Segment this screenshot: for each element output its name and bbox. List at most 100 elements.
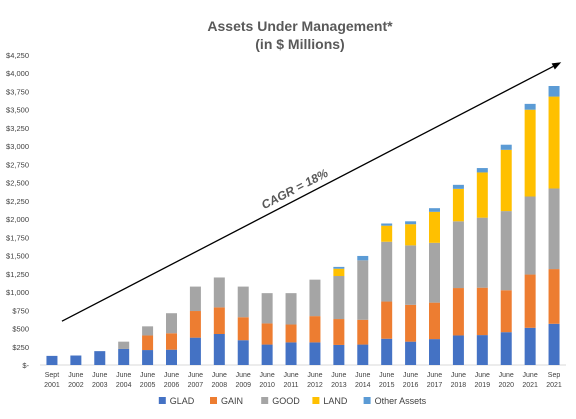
x-tick-label-month: June [140, 372, 155, 379]
bar-segment-land [524, 109, 536, 197]
bar-segment-good [476, 217, 488, 288]
bar-segment-land [452, 188, 464, 222]
bars [46, 86, 560, 365]
bar-segment-good [405, 245, 417, 305]
x-tick-label-month: June [499, 372, 514, 379]
y-tick-label: $3,500 [6, 106, 29, 115]
x-tick-label-year: 2019 [475, 382, 491, 389]
chart-subtitle: (in $ Millions) [255, 36, 344, 52]
bar-segment-good [452, 221, 464, 289]
y-tick-label: $3,750 [6, 87, 29, 96]
x-tick-label-month: June [92, 372, 107, 379]
bar-segment-glad [285, 342, 297, 365]
y-tick-label: $2,000 [6, 215, 29, 224]
legend-swatch-glad [158, 397, 166, 404]
x-tick-label-month: June [236, 372, 251, 379]
y-tick-label: $2,750 [6, 160, 29, 169]
bar-segment-gain [166, 333, 177, 350]
x-tick-label-month: June [379, 372, 394, 379]
x-tick-label-month: June [188, 372, 203, 379]
x-tick-label-month: June [355, 372, 370, 379]
x-tick-label-year: 2010 [259, 382, 275, 389]
bar-segment-gain [309, 316, 321, 343]
bar-segment-glad [118, 348, 130, 365]
bar-segment-glad [261, 344, 273, 365]
bar-segment-good [500, 211, 512, 291]
bar-segment-good [429, 242, 440, 303]
bar-segment-glad [405, 341, 417, 365]
bar-segment-glad [189, 337, 201, 365]
x-tick-label-year: 2014 [355, 382, 371, 389]
bar-segment-gain [452, 288, 464, 336]
bar-segment-glad [548, 323, 560, 365]
x-tick-label-month: June [307, 372, 322, 379]
x-tick-label-year: 2007 [188, 382, 204, 389]
bar-segment-gain [189, 311, 201, 338]
bar-segment-good [333, 276, 345, 320]
bar-segment-glad [309, 342, 321, 365]
legend-swatch-good [261, 397, 269, 404]
bar-segment-glad [452, 335, 464, 365]
x-tick-label-month: June [403, 372, 418, 379]
x-tick-label-month: June [451, 372, 466, 379]
bar-segment-gain [548, 269, 560, 324]
bar-segment-glad [357, 344, 369, 365]
x-tick-label-month: June [116, 372, 131, 379]
bar-segment-good [142, 326, 154, 336]
x-tick-label-year: 2012 [307, 382, 323, 389]
x-tick-label-year: 2021 [546, 382, 562, 389]
x-tick-label-year: 2021 [522, 382, 538, 389]
x-tick-label-year: 2008 [212, 382, 228, 389]
bar-segment-good [237, 286, 249, 318]
legend-swatch-other-assets [363, 397, 371, 404]
bar-segment-other-assets [524, 103, 536, 110]
bar-segment-gain [476, 287, 488, 336]
y-tick-label: $3,250 [6, 124, 29, 133]
bar-segment-other-assets [548, 86, 560, 97]
x-tick-label-year: 2002 [68, 382, 84, 389]
bar-segment-other-assets [500, 144, 512, 150]
y-tick-label: $750 [12, 306, 29, 315]
bar-segment-other-assets [405, 221, 417, 225]
bar-segment-glad [142, 350, 154, 365]
bar-segment-land [476, 172, 488, 218]
bar-segment-glad [213, 334, 225, 365]
bar-segment-other-assets [429, 208, 440, 212]
legend-label: Other Assets [375, 396, 427, 406]
bar-segment-good [381, 241, 393, 302]
bar-segment-good [548, 188, 560, 270]
bar-segment-land [333, 268, 345, 277]
y-axis: $- $250 $500 $750 $1,000 $1,250 $1,500 $1,750 $2… [6, 51, 29, 370]
bar-segment-good [166, 313, 177, 334]
x-tick-label-month: June [212, 372, 227, 379]
bar-segment-gain [237, 317, 249, 341]
bar-segment-gain [333, 319, 345, 345]
bar-segment-good [524, 196, 536, 275]
y-tick-label: $1,250 [6, 270, 29, 279]
bar-segment-land [548, 96, 560, 189]
chart-title: Assets Under Management* [207, 18, 393, 34]
bar-segment-glad [476, 335, 488, 365]
x-tick-label-month: Sep [548, 372, 561, 379]
x-tick-label-year: 2015 [379, 382, 395, 389]
bar-segment-glad [237, 340, 249, 365]
y-tick-label: $2,250 [6, 197, 29, 206]
x-tick-label-year: 2017 [427, 382, 443, 389]
bar-segment-glad [333, 344, 345, 365]
bar-segment-gain [405, 304, 417, 342]
bar-segment-gain [142, 335, 154, 351]
x-tick-label-month: June [283, 372, 298, 379]
legend-swatch-land [312, 397, 320, 404]
x-tick-label-month: June [475, 372, 490, 379]
x-tick-label-year: 2011 [284, 382, 299, 389]
x-tick-label-year: 2018 [451, 382, 467, 389]
bar-segment-glad [381, 338, 393, 365]
bar-segment-glad [429, 339, 440, 365]
x-tick-label-year: 2003 [92, 382, 108, 389]
bar-segment-gain [357, 319, 369, 345]
bar-segment-other-assets [381, 223, 393, 226]
bar-segment-other-assets [333, 266, 345, 269]
bar-segment-glad [524, 327, 536, 365]
